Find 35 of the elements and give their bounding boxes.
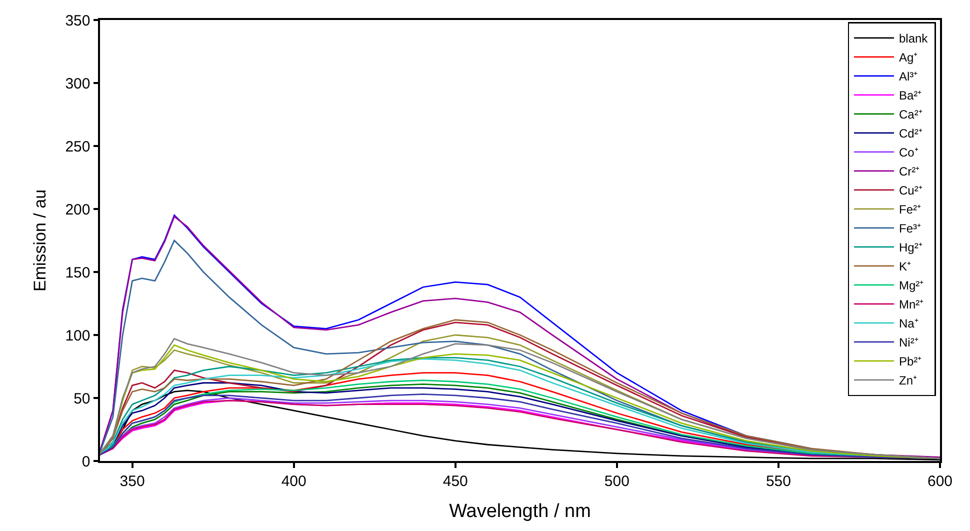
x-tick-label: 550: [766, 472, 791, 490]
y-tick-label: 100: [65, 327, 90, 344]
y-tick-label: 300: [65, 75, 90, 92]
legend-label: Ag⁺: [899, 50, 918, 65]
legend-label: Pb²⁺: [899, 354, 922, 369]
legend-label: Al³⁺: [899, 70, 918, 84]
legend-label: Cu²⁺: [899, 184, 922, 198]
legend-label: Fe²⁺: [899, 202, 921, 217]
legend-label: K⁺: [899, 260, 912, 274]
legend-label: Hg²⁺: [899, 240, 922, 255]
x-tick-label: 350: [120, 472, 145, 490]
x-tick-label: 400: [281, 472, 306, 490]
y-tick-label: 50: [74, 390, 90, 408]
x-tick-label: 600: [927, 472, 953, 490]
legend-label: Ca²⁺: [899, 108, 922, 122]
y-tick-label: 200: [65, 201, 90, 218]
legend-label: Mn²⁺: [899, 298, 924, 312]
legend-label: Cr²⁺: [899, 164, 920, 179]
legend-label: Na⁺: [899, 316, 918, 331]
y-tick-label: 250: [65, 138, 90, 156]
legend-label: Mg²⁺: [899, 278, 924, 293]
x-tick-label: 500: [604, 472, 630, 490]
y-axis-title: Emission / au: [30, 189, 50, 292]
legend-label: Co⁺: [899, 146, 918, 160]
legend-label: Ba²⁺: [899, 88, 922, 103]
y-tick-label: 350: [65, 12, 90, 30]
legend-label: Zn⁺: [899, 374, 918, 388]
legend-label: blank: [899, 32, 929, 46]
y-tick-label: 0: [82, 453, 90, 470]
x-axis-title: Wavelength / nm: [449, 501, 591, 522]
legend-label: Cd²⁺: [899, 126, 922, 141]
legend-label: Fe³⁺: [899, 222, 921, 236]
y-tick-label: 150: [65, 264, 90, 282]
x-tick-label: 450: [442, 472, 468, 490]
legend-label: Ni²⁺: [899, 336, 918, 350]
